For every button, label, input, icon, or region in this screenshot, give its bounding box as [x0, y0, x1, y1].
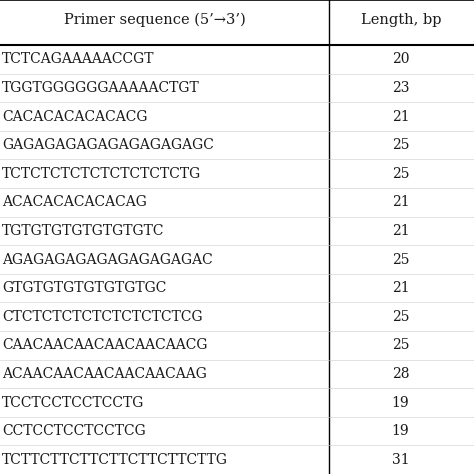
Text: 25: 25	[392, 338, 409, 352]
Text: CAACAACAACAACAACAACG: CAACAACAACAACAACAACG	[2, 338, 208, 352]
Text: TCTCAGAAAAACCGT: TCTCAGAAAAACCGT	[2, 52, 155, 66]
Text: TCTCTCTCTCTCTCTCTCTG: TCTCTCTCTCTCTCTCTCTG	[2, 167, 201, 181]
Text: ACACACACACACAG: ACACACACACACAG	[2, 195, 147, 210]
Text: GAGAGAGAGAGAGAGAGAGC: GAGAGAGAGAGAGAGAGAGC	[2, 138, 214, 152]
Text: TGGTGGGGGGAAAAACTGT: TGGTGGGGGGAAAAACTGT	[2, 81, 200, 95]
Text: 25: 25	[392, 253, 409, 266]
Text: 20: 20	[392, 52, 409, 66]
Text: 28: 28	[392, 367, 409, 381]
Text: 31: 31	[392, 453, 410, 467]
Text: 25: 25	[392, 138, 409, 152]
Text: AGAGAGAGAGAGAGAGAGAC: AGAGAGAGAGAGAGAGAGAC	[2, 253, 213, 266]
Text: CCTCCTCCTCCTCG: CCTCCTCCTCCTCG	[2, 424, 146, 438]
Text: 25: 25	[392, 310, 409, 324]
Text: Length, bp: Length, bp	[362, 13, 442, 27]
Text: CTCTCTCTCTCTCTCTCTCG: CTCTCTCTCTCTCTCTCTCG	[2, 310, 203, 324]
Text: 21: 21	[392, 224, 410, 238]
Text: GTGTGTGTGTGTGTGC: GTGTGTGTGTGTGTGC	[2, 281, 167, 295]
Text: CACACACACACACG: CACACACACACACG	[2, 109, 148, 124]
Text: 19: 19	[392, 424, 410, 438]
Text: TCTTCTTCTTCTTCTTCTTCTTG: TCTTCTTCTTCTTCTTCTTCTTG	[2, 453, 228, 467]
Text: TGTGTGTGTGTGTGTC: TGTGTGTGTGTGTGTC	[2, 224, 165, 238]
Text: 19: 19	[392, 395, 410, 410]
Text: 21: 21	[392, 281, 410, 295]
Text: TCCTCCTCCTCCTG: TCCTCCTCCTCCTG	[2, 395, 145, 410]
Text: 25: 25	[392, 167, 409, 181]
Text: 23: 23	[392, 81, 409, 95]
Text: 21: 21	[392, 109, 410, 124]
Text: Primer sequence (5’→3’): Primer sequence (5’→3’)	[64, 13, 246, 27]
Text: ACAACAACAACAACAACAAG: ACAACAACAACAACAACAAG	[2, 367, 207, 381]
Text: 21: 21	[392, 195, 410, 210]
